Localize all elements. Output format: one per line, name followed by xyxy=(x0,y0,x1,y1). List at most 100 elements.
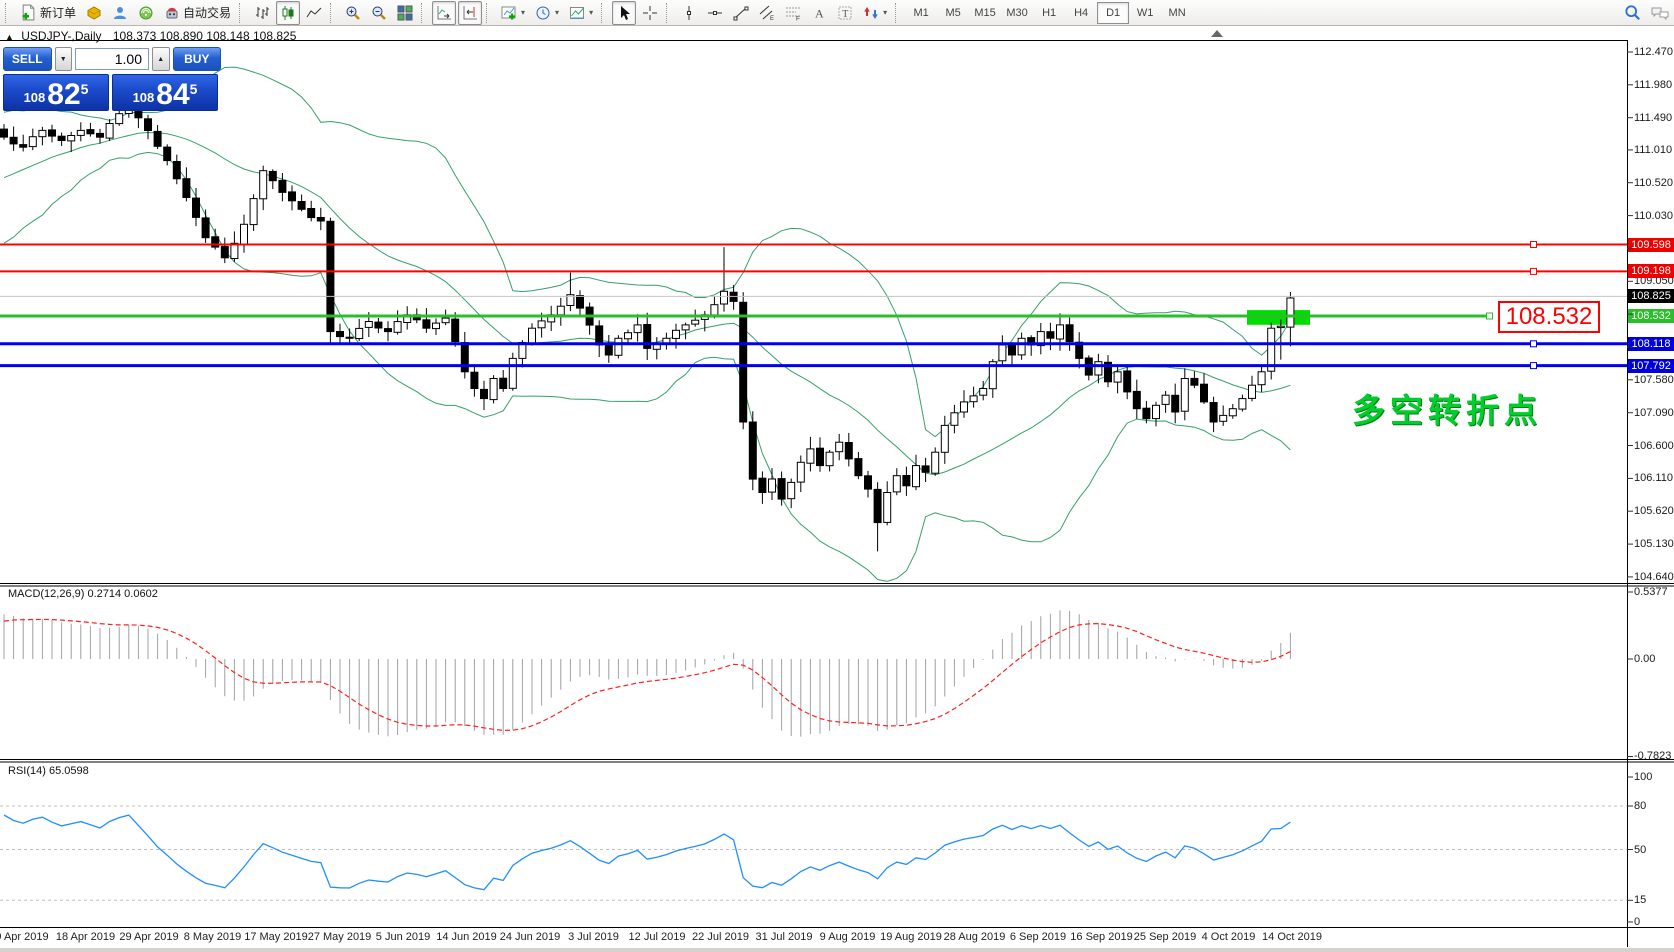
zoom-in-button[interactable] xyxy=(341,1,365,25)
text-label-icon: T xyxy=(837,5,853,21)
zoom-out-button[interactable] xyxy=(367,1,391,25)
volume-up-button[interactable]: ▲ xyxy=(152,47,170,71)
price-tick[interactable]: 112.470 xyxy=(1634,46,1673,58)
timeframe-h1-button[interactable]: H1 xyxy=(1042,6,1057,19)
search-button[interactable] xyxy=(1620,1,1645,25)
line-chart-button[interactable] xyxy=(302,1,326,25)
timeframe-m30-button[interactable]: M30 xyxy=(1006,6,1028,19)
buy-button[interactable]: BUY xyxy=(172,47,221,71)
sell-button[interactable]: SELL xyxy=(3,47,52,71)
price-tick[interactable]: 104.640 xyxy=(1634,571,1674,583)
turning-point-note[interactable]: 多空转折点 xyxy=(1352,392,1542,429)
trendline-button[interactable] xyxy=(729,1,753,25)
price-callout-label[interactable]: 108.532 xyxy=(1498,301,1600,333)
chart-shift-button[interactable] xyxy=(458,0,483,25)
volume-down-button[interactable]: ▼ xyxy=(54,47,72,71)
timeframe-m5-button[interactable]: M5 xyxy=(945,6,961,19)
timeframe-d1-button[interactable]: D1 xyxy=(1097,1,1130,24)
macd-tick[interactable]: 0.00 xyxy=(1634,653,1656,665)
price-tick[interactable]: 111.490 xyxy=(1634,112,1673,124)
toolbar-separator xyxy=(666,2,673,23)
price-level-label[interactable]: 108.118 xyxy=(1628,337,1674,351)
price-tick[interactable]: 105.620 xyxy=(1634,505,1674,517)
macd-tick[interactable]: 0.5377 xyxy=(1634,586,1668,598)
vertical-line-icon xyxy=(681,5,697,21)
text-button[interactable]: A xyxy=(807,1,831,25)
timeframe-h4-button[interactable]: H4 xyxy=(1074,6,1089,19)
autotrading-button[interactable]: 自动交易 xyxy=(160,1,235,25)
price-level-label[interactable]: 108.825 xyxy=(1628,289,1674,303)
price-tick[interactable]: 111.980 xyxy=(1634,79,1673,91)
date-tick: 4 Oct 2019 xyxy=(1201,931,1256,943)
price-level-label[interactable]: 107.792 xyxy=(1628,359,1674,373)
toolbar: 新订单 自动交易 ▾ ▾ ▾ E F A T ▾ M1 M5 M15 M30 H1 H4 D1 W1 MN xyxy=(0,0,1674,26)
date-tick: 22 Jul 2019 xyxy=(692,931,749,943)
price-level-label[interactable]: 109.598 xyxy=(1628,238,1674,252)
macd-label: MACD(12,26,9) 0.2714 0.0602 xyxy=(8,588,158,600)
cursor-button[interactable] xyxy=(612,0,637,25)
auto-scroll-button[interactable] xyxy=(432,0,457,25)
rsi-tick[interactable]: 100 xyxy=(1634,771,1653,783)
sell-price-button[interactable]: 108 82 5 xyxy=(3,74,109,111)
collapse-arrow-icon[interactable]: ▲ xyxy=(5,32,14,42)
price-tick[interactable]: 106.110 xyxy=(1634,472,1673,484)
price-tick[interactable]: 109.050 xyxy=(1634,275,1674,287)
buy-price-big: 84 xyxy=(156,78,190,111)
volume-input[interactable] xyxy=(75,48,149,70)
web-trading-button[interactable] xyxy=(108,1,132,25)
templates-button[interactable]: ▾ xyxy=(565,1,597,25)
rsi-tick[interactable]: 50 xyxy=(1634,844,1647,856)
price-level-label[interactable]: 109.198 xyxy=(1628,264,1674,278)
tile-windows-button[interactable] xyxy=(393,1,417,25)
price-level-label[interactable]: 108.532 xyxy=(1628,309,1674,323)
timeframe-w1-button[interactable]: W1 xyxy=(1136,6,1154,19)
chevron-down-icon[interactable]: ▾ xyxy=(555,8,560,17)
timeframe-m1-button[interactable]: M1 xyxy=(913,6,929,19)
text-icon: A xyxy=(811,5,827,21)
price-tick[interactable]: 111.010 xyxy=(1634,144,1673,156)
price-tick[interactable]: 107.090 xyxy=(1634,407,1674,419)
rsi-tick[interactable]: 15 xyxy=(1634,894,1647,906)
alerts-icon xyxy=(138,5,154,21)
date-tick: 9 Aug 2019 xyxy=(819,931,876,943)
horizontal-line-button[interactable] xyxy=(703,1,727,25)
crosshair-button[interactable] xyxy=(638,1,662,25)
indicators-button[interactable]: ▾ xyxy=(497,1,529,25)
new-chart-button[interactable] xyxy=(82,1,106,25)
buy-price-button[interactable]: 108 84 5 xyxy=(112,74,218,111)
timeframe-mn-button[interactable]: MN xyxy=(1168,6,1186,19)
vertical-line-button[interactable] xyxy=(677,1,701,25)
timeframe-m15-button[interactable]: M15 xyxy=(974,6,996,19)
date-tick: 24 Jun 2019 xyxy=(499,931,561,943)
chat-button[interactable] xyxy=(1647,1,1673,25)
alerts-button[interactable] xyxy=(134,1,158,25)
new-order-button[interactable]: 新订单 xyxy=(16,1,80,25)
date-tick: 28 Aug 2019 xyxy=(943,931,1006,943)
price-tick[interactable]: 106.600 xyxy=(1634,440,1674,452)
bar-chart-button[interactable] xyxy=(250,1,274,25)
channel-button[interactable]: E xyxy=(755,1,779,25)
rsi-tick[interactable]: 80 xyxy=(1634,800,1647,812)
fibonacci-button[interactable]: F xyxy=(781,1,805,25)
ohlc-values: 108.373 108.890 108.148 108.825 xyxy=(112,29,297,43)
window-bottom-edge xyxy=(0,948,1674,952)
new-chart-icon xyxy=(86,5,102,21)
price-tick[interactable]: 110.520 xyxy=(1634,177,1673,189)
text-label-button[interactable]: T xyxy=(833,1,857,25)
rsi-tick[interactable]: 0 xyxy=(1634,916,1641,928)
arrows-button[interactable]: ▾ xyxy=(859,1,891,25)
chevron-down-icon[interactable]: ▾ xyxy=(589,8,594,17)
price-tick[interactable]: 107.580 xyxy=(1634,374,1674,386)
chevron-down-icon[interactable]: ▾ xyxy=(521,8,526,17)
date-tick: 12 Jul 2019 xyxy=(628,931,686,943)
price-tick[interactable]: 105.130 xyxy=(1634,538,1674,550)
chevron-down-icon[interactable]: ▾ xyxy=(883,8,888,17)
trendline-icon xyxy=(733,5,749,21)
price-tick[interactable]: 110.030 xyxy=(1634,210,1673,222)
candle-chart-button[interactable] xyxy=(276,0,301,25)
indicators-icon xyxy=(501,5,517,21)
periods-button[interactable]: ▾ xyxy=(531,1,563,25)
buy-price-sup: 5 xyxy=(189,81,198,97)
